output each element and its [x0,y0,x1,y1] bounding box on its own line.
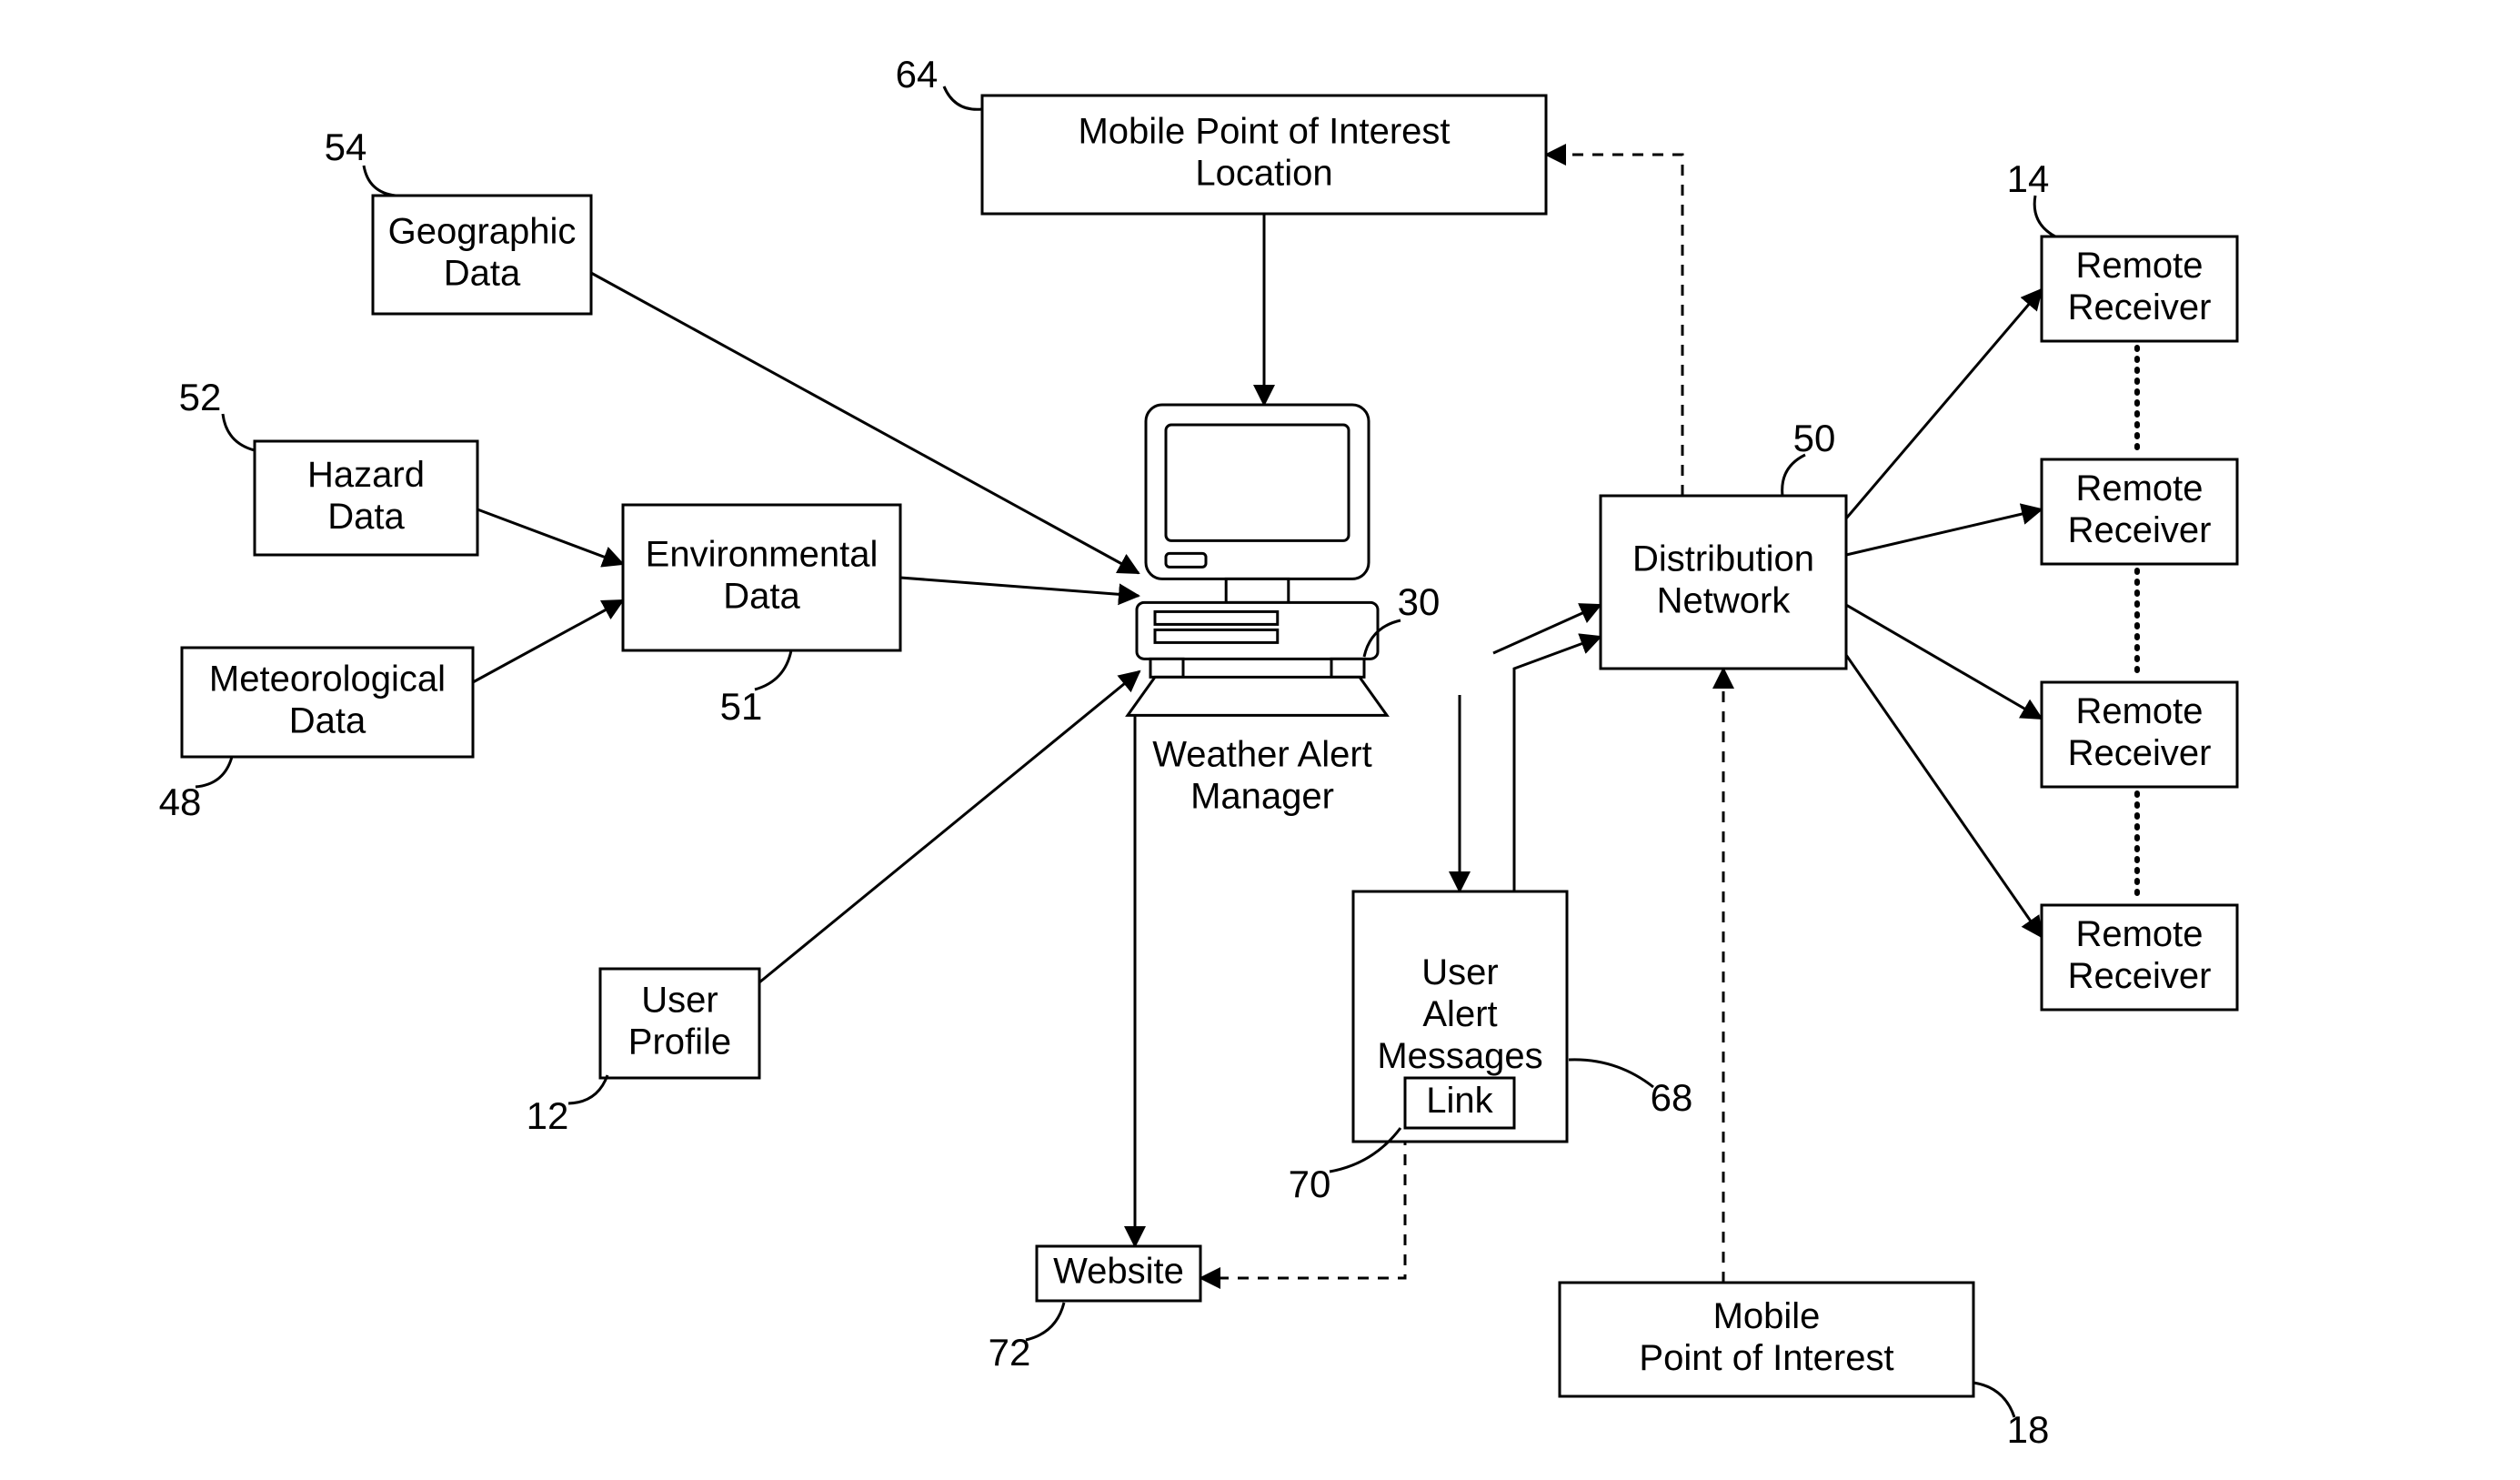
node-mpoi: MobilePoint of Interest [1560,1283,1973,1396]
node-uam-label-0: User [1421,952,1498,992]
node-wam: Weather AlertManager [1152,735,1372,817]
node-distnet-label-0: Distribution [1632,539,1814,579]
node-rr3-label-1: Receiver [2068,733,2212,773]
node-hazard: HazardData [255,441,477,555]
ref-72: 72 [989,1303,1064,1374]
edge-distnet-rr4 [1846,655,2042,937]
node-link: Link [1405,1078,1514,1128]
node-rr2-label-1: Receiver [2068,510,2212,550]
node-rr2: RemoteReceiver [2042,459,2237,564]
node-rr3: RemoteReceiver [2042,682,2237,787]
edge-meteo-env [473,600,623,682]
edge-distnet-rr1 [1846,289,2042,519]
edge-userprofile-computer [759,671,1140,982]
ref-51-label: 51 [720,685,763,728]
diagram-svg: GeographicDataHazardDataMeteorologicalDa… [0,0,2520,1480]
ref-68: 68 [1569,1060,1692,1119]
node-geo-label-1: Data [444,254,521,294]
ref-50: 50 [1782,417,1836,496]
node-rr4-label-1: Receiver [2068,956,2212,996]
ref-48: 48 [159,757,232,823]
ref-18: 18 [1973,1383,2049,1451]
node-rr3-label-0: Remote [2075,691,2203,731]
node-uam-label-1: Alert [1422,994,1497,1034]
node-geo: GeographicData [373,196,591,314]
node-hazard-label-0: Hazard [307,455,425,495]
ref-30-label: 30 [1398,580,1441,623]
ref-64: 64 [896,53,982,109]
node-mpoi-label-1: Point of Interest [1639,1338,1893,1378]
node-rr2-label-0: Remote [2075,468,2203,508]
node-rr4: RemoteReceiver [2042,905,2237,1010]
ref-48-label: 48 [159,780,202,823]
node-distnet-label-1: Network [1657,581,1792,621]
edge-distnet-rr2 [1846,509,2042,555]
node-env-label-0: Environmental [646,535,878,575]
node-mploc-label-0: Mobile Point of Interest [1078,112,1450,152]
edge-distnet-rr3 [1846,605,2042,719]
ref-52-label: 52 [179,376,222,418]
ref-12: 12 [527,1075,607,1137]
edge-hazard-env [477,509,623,564]
node-userprofile-label-1: Profile [628,1022,731,1062]
node-rr1-label-1: Receiver [2068,287,2212,327]
node-meteo-label-1: Data [289,701,366,741]
node-hazard-label-1: Data [327,497,405,537]
node-wam-label-1: Manager [1190,777,1334,817]
ref-64-label: 64 [896,53,939,96]
node-mpoi-label-0: Mobile [1713,1296,1821,1336]
node-meteo-label-0: Meteorological [209,659,446,700]
edge-uam-distnet [1514,637,1601,891]
ref-51: 51 [720,650,791,728]
ref-72-label: 72 [989,1331,1031,1374]
ref-14-label: 14 [2007,157,2050,200]
node-uam-label-2: Messages [1377,1036,1542,1076]
ref-54-label: 54 [325,126,367,168]
node-env-label-1: Data [723,577,800,617]
node-mploc-label-1: Location [1195,154,1332,194]
node-mploc: Mobile Point of InterestLocation [982,96,1546,214]
node-env: EnvironmentalData [623,505,900,650]
ref-52: 52 [179,376,255,450]
edge-distnet-mploc [1546,155,1682,496]
ref-68-label: 68 [1651,1076,1693,1119]
edge-computer-distnet [1493,605,1601,653]
node-website: Website [1037,1246,1200,1301]
node-website-label-0: Website [1053,1252,1184,1292]
edge-env-computer [900,578,1139,596]
node-rr1: RemoteReceiver [2042,237,2237,341]
ref-54: 54 [325,126,396,196]
ref-14: 14 [2007,157,2055,237]
node-rr4-label-0: Remote [2075,914,2203,954]
node-userprofile-label-0: User [641,981,718,1021]
node-geo-label-0: Geographic [388,212,577,252]
ref-12-label: 12 [527,1094,569,1137]
computer-icon [1128,405,1387,715]
diagram-container: GeographicDataHazardDataMeteorologicalDa… [0,0,2520,1480]
ref-18-label: 18 [2007,1408,2050,1451]
node-meteo: MeteorologicalData [182,648,473,757]
node-distnet: DistributionNetwork [1601,496,1846,669]
node-link-label-0: Link [1426,1081,1493,1121]
ref-70-label: 70 [1289,1163,1331,1205]
node-rr1-label-0: Remote [2075,246,2203,286]
node-wam-label-0: Weather Alert [1152,735,1372,775]
ref-50-label: 50 [1793,417,1836,459]
node-userprofile: UserProfile [600,969,759,1078]
